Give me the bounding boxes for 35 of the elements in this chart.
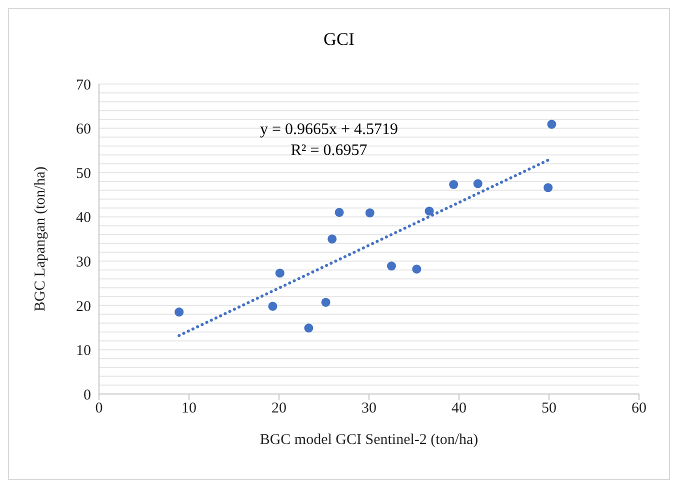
- point: [321, 298, 330, 307]
- y-tick-label: 60: [76, 122, 91, 138]
- x-tick-label: 40: [452, 400, 466, 417]
- chart-title: GCI: [322, 29, 356, 50]
- y-tick-label: 10: [76, 343, 91, 360]
- y-tick-label: 70: [76, 77, 91, 94]
- point: [304, 324, 314, 333]
- y-tick-label: 0: [84, 387, 91, 404]
- point: [275, 268, 284, 278]
- point: [386, 262, 396, 271]
- point: [412, 264, 422, 274]
- point: [473, 179, 482, 188]
- point: [268, 302, 278, 311]
- point: [449, 180, 458, 190]
- x-tick-label: 20: [272, 400, 286, 417]
- annotation: R² = 0.6957: [290, 141, 368, 161]
- y-tick-label: 40: [76, 210, 91, 226]
- x-tick-label: 30: [362, 400, 376, 417]
- point: [544, 183, 553, 192]
- point: [328, 234, 337, 244]
- y-tick-label: 20: [76, 298, 91, 315]
- point: [174, 308, 184, 317]
- x-tick-label: 0: [95, 400, 103, 417]
- x-tick-label: 10: [182, 400, 196, 417]
- point: [365, 208, 374, 218]
- y-axis-title: BGC Lapangan (ton/ha): [32, 166, 48, 312]
- point: [547, 120, 556, 129]
- point: [424, 206, 434, 216]
- annotation: y = 0.9665x + 4.5719: [258, 120, 400, 140]
- x-tick-label: 60: [632, 400, 646, 417]
- x-axis-title: BGC model GCI Sentinel-2 (ton/ha): [260, 432, 478, 448]
- point: [334, 208, 344, 217]
- y-tick-label: 30: [76, 254, 91, 270]
- x-tick-label: 50: [542, 400, 556, 417]
- y-tick-label: 50: [76, 166, 91, 182]
